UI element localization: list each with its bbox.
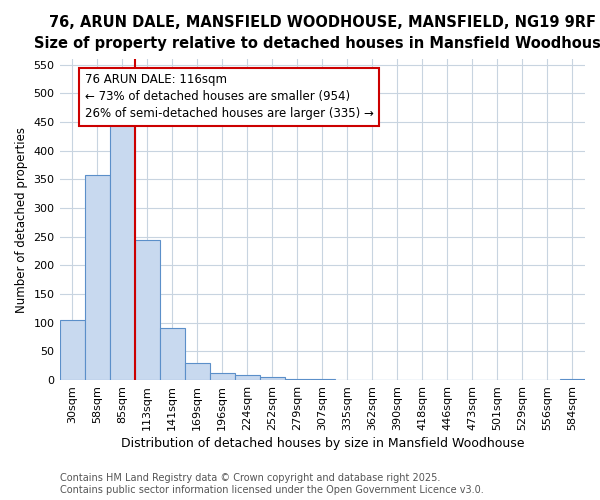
Bar: [209, 372, 235, 380]
Text: Contains HM Land Registry data © Crown copyright and database right 2025.
Contai: Contains HM Land Registry data © Crown c…: [60, 474, 484, 495]
Bar: [560, 379, 585, 380]
Bar: [59, 320, 85, 380]
Bar: [85, 176, 110, 380]
Bar: [134, 240, 160, 380]
Y-axis label: Number of detached properties: Number of detached properties: [15, 126, 28, 312]
Bar: [110, 120, 134, 380]
Bar: [185, 363, 209, 380]
Title: 76, ARUN DALE, MANSFIELD WOODHOUSE, MANSFIELD, NG19 9RF
Size of property relativ: 76, ARUN DALE, MANSFIELD WOODHOUSE, MANS…: [34, 15, 600, 51]
Text: 76 ARUN DALE: 116sqm
← 73% of detached houses are smaller (954)
26% of semi-deta: 76 ARUN DALE: 116sqm ← 73% of detached h…: [85, 74, 373, 120]
Bar: [160, 328, 185, 380]
Bar: [285, 379, 310, 380]
Bar: [260, 377, 285, 380]
X-axis label: Distribution of detached houses by size in Mansfield Woodhouse: Distribution of detached houses by size …: [121, 437, 524, 450]
Bar: [235, 376, 260, 380]
